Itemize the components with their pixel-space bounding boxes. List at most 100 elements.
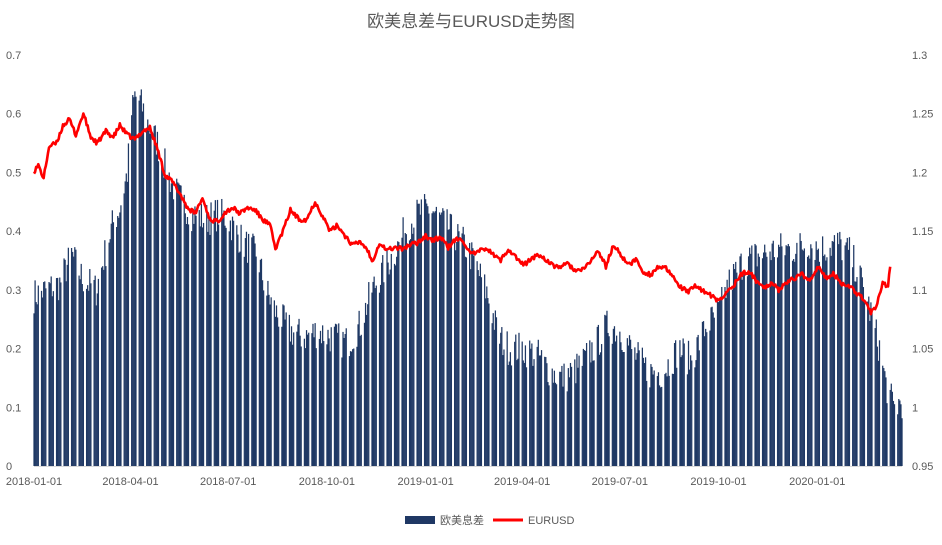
bar: [191, 231, 193, 466]
bar: [816, 250, 818, 466]
bar: [372, 281, 374, 466]
bar: [890, 383, 892, 466]
bar: [657, 372, 660, 466]
bar: [146, 128, 148, 466]
bar: [359, 335, 361, 466]
bar: [765, 252, 767, 466]
bar: [141, 111, 144, 466]
bar: [769, 251, 771, 466]
bar: [88, 290, 90, 466]
bar: [731, 289, 734, 466]
bar: [314, 323, 316, 466]
bar: [456, 242, 458, 466]
series-line-eurusd: [32, 112, 892, 316]
bars-layer: [33, 89, 903, 467]
bar: [701, 321, 704, 466]
bar: [509, 352, 512, 466]
bar: [410, 239, 412, 466]
bar: [616, 335, 618, 466]
bar: [874, 328, 876, 466]
bar: [720, 297, 722, 466]
bar: [559, 371, 561, 466]
bar: [177, 182, 179, 466]
bar: [732, 263, 735, 466]
bar: [147, 119, 149, 467]
bar: [381, 262, 383, 466]
bar: [598, 354, 601, 466]
bar: [764, 244, 766, 466]
bar: [844, 245, 846, 466]
bar: [899, 400, 901, 466]
bar: [161, 159, 163, 466]
bar: [408, 240, 411, 466]
bar: [155, 154, 157, 466]
bar: [471, 242, 473, 466]
bar: [70, 247, 73, 466]
bar: [652, 374, 654, 466]
bar: [508, 361, 510, 466]
bar: [57, 277, 59, 466]
bar: [49, 283, 51, 466]
bar: [889, 389, 891, 466]
bar: [612, 328, 615, 466]
bar: [525, 367, 528, 466]
bar: [43, 282, 45, 466]
bar: [869, 320, 871, 466]
bar: [221, 198, 223, 466]
bar: [140, 89, 142, 467]
bar: [659, 387, 662, 466]
bar: [877, 360, 880, 466]
bar: [694, 367, 696, 466]
bar: [269, 304, 271, 466]
bar: [228, 231, 230, 466]
bar: [281, 326, 283, 466]
bar: [855, 281, 857, 466]
bar: [679, 340, 681, 466]
bar: [818, 261, 821, 466]
bar: [63, 258, 65, 466]
bar: [898, 399, 900, 466]
x-tick-label: 2019-04-01: [494, 476, 550, 488]
y-left-tick-label: 0.2: [6, 344, 21, 356]
bar: [591, 342, 593, 466]
bar: [278, 326, 280, 466]
bar: [688, 369, 691, 466]
bar: [48, 282, 50, 466]
bar: [776, 257, 779, 466]
bar: [620, 342, 622, 466]
bar: [698, 350, 700, 466]
bar: [658, 385, 661, 466]
bar: [569, 362, 572, 466]
bar: [563, 363, 565, 466]
bar: [124, 181, 126, 466]
bar: [567, 368, 569, 466]
bar: [198, 210, 200, 466]
bar: [363, 322, 366, 466]
bar: [469, 242, 471, 466]
x-tick-label: 2019-07-01: [592, 476, 648, 488]
bar: [793, 259, 795, 466]
bar: [606, 310, 608, 466]
bar: [104, 240, 106, 466]
bar: [111, 210, 113, 466]
bar: [473, 255, 475, 466]
bar: [653, 370, 655, 466]
bar: [517, 358, 519, 466]
bar: [884, 371, 886, 466]
bar: [44, 281, 46, 466]
bar: [675, 340, 677, 466]
bar: [676, 367, 678, 466]
bar: [390, 253, 392, 466]
bar: [503, 349, 505, 466]
bar: [794, 261, 796, 466]
bar: [706, 332, 708, 466]
bar: [373, 276, 375, 466]
bar: [183, 194, 185, 466]
bar: [523, 362, 525, 466]
bar: [750, 253, 752, 466]
bar: [194, 206, 196, 466]
bar: [164, 148, 166, 467]
bar: [568, 377, 571, 466]
bar: [841, 260, 843, 466]
bar: [378, 292, 381, 466]
